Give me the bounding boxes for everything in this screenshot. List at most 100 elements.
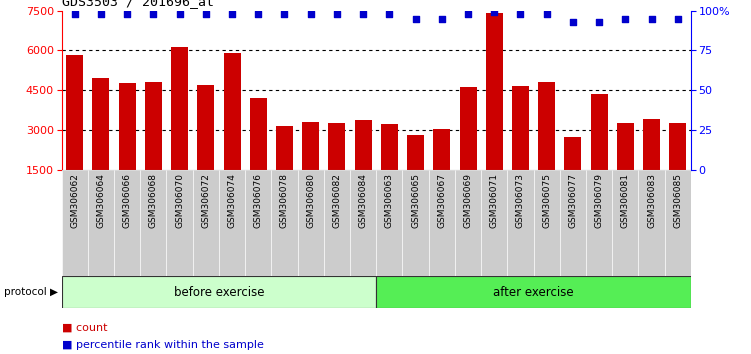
Text: GSM306083: GSM306083 bbox=[647, 173, 656, 228]
Bar bbox=[508, 170, 533, 276]
Bar bbox=[66, 55, 83, 210]
Point bbox=[488, 9, 500, 15]
Text: GSM306067: GSM306067 bbox=[437, 173, 446, 228]
Text: GSM306071: GSM306071 bbox=[490, 173, 499, 228]
Bar bbox=[403, 170, 429, 276]
Bar bbox=[643, 119, 660, 210]
Bar bbox=[534, 170, 559, 276]
Text: GSM306082: GSM306082 bbox=[333, 173, 342, 228]
Text: GSM306068: GSM306068 bbox=[149, 173, 158, 228]
Point bbox=[672, 16, 684, 21]
Point bbox=[331, 11, 343, 17]
Point bbox=[200, 11, 212, 17]
Text: GSM306084: GSM306084 bbox=[359, 173, 368, 228]
Point bbox=[357, 11, 369, 17]
Point bbox=[514, 11, 526, 17]
Bar bbox=[92, 78, 110, 210]
Point bbox=[593, 19, 605, 24]
Bar bbox=[350, 170, 376, 276]
Point bbox=[226, 11, 238, 17]
Text: protocol ▶: protocol ▶ bbox=[4, 287, 58, 297]
Bar bbox=[407, 135, 424, 210]
Text: GSM306066: GSM306066 bbox=[122, 173, 131, 228]
Text: GSM306081: GSM306081 bbox=[621, 173, 630, 228]
Point bbox=[462, 11, 474, 17]
Text: GSM306063: GSM306063 bbox=[385, 173, 394, 228]
Text: GSM306072: GSM306072 bbox=[201, 173, 210, 228]
Bar bbox=[586, 170, 612, 276]
Point bbox=[305, 11, 317, 17]
Point bbox=[436, 16, 448, 21]
Bar bbox=[302, 122, 319, 210]
Point bbox=[252, 11, 264, 17]
Bar bbox=[219, 170, 245, 276]
Bar bbox=[612, 170, 638, 276]
Text: GSM306077: GSM306077 bbox=[569, 173, 578, 228]
Text: GSM306073: GSM306073 bbox=[516, 173, 525, 228]
Text: GSM306076: GSM306076 bbox=[254, 173, 263, 228]
Text: GSM306070: GSM306070 bbox=[175, 173, 184, 228]
Bar bbox=[565, 137, 581, 210]
Bar bbox=[224, 52, 240, 210]
Bar bbox=[376, 170, 403, 276]
Text: GSM306080: GSM306080 bbox=[306, 173, 315, 228]
Bar bbox=[481, 170, 508, 276]
Bar bbox=[433, 129, 451, 210]
Point bbox=[95, 11, 107, 17]
Text: before exercise: before exercise bbox=[173, 286, 264, 298]
Bar bbox=[245, 170, 271, 276]
Text: ■ count: ■ count bbox=[62, 322, 107, 332]
Bar bbox=[512, 86, 529, 210]
Bar bbox=[145, 82, 162, 210]
Bar bbox=[119, 83, 136, 210]
Text: GSM306075: GSM306075 bbox=[542, 173, 551, 228]
Text: GSM306074: GSM306074 bbox=[228, 173, 237, 228]
Point bbox=[279, 11, 291, 17]
Text: GDS3503 / 201696_at: GDS3503 / 201696_at bbox=[62, 0, 213, 8]
Bar bbox=[638, 170, 665, 276]
Bar bbox=[167, 170, 193, 276]
Bar bbox=[381, 124, 398, 210]
Bar bbox=[328, 123, 345, 210]
Bar bbox=[198, 85, 214, 210]
Bar bbox=[276, 126, 293, 210]
Bar bbox=[88, 170, 114, 276]
Text: GSM306065: GSM306065 bbox=[411, 173, 420, 228]
Point bbox=[409, 16, 421, 21]
Text: GSM306078: GSM306078 bbox=[280, 173, 289, 228]
Bar bbox=[324, 170, 350, 276]
Bar bbox=[62, 276, 376, 308]
Point bbox=[620, 16, 632, 21]
Bar bbox=[171, 47, 188, 210]
Text: GSM306062: GSM306062 bbox=[70, 173, 79, 228]
Bar bbox=[486, 13, 502, 210]
Bar bbox=[354, 120, 372, 210]
Text: after exercise: after exercise bbox=[493, 286, 574, 298]
Text: ■ percentile rank within the sample: ■ percentile rank within the sample bbox=[62, 340, 264, 350]
Text: GSM306079: GSM306079 bbox=[595, 173, 604, 228]
Bar bbox=[665, 170, 691, 276]
Bar bbox=[193, 170, 219, 276]
Bar bbox=[114, 170, 140, 276]
Bar bbox=[140, 170, 167, 276]
Point bbox=[567, 19, 579, 24]
Bar bbox=[62, 170, 88, 276]
Point bbox=[541, 11, 553, 17]
Bar bbox=[538, 82, 555, 210]
Bar bbox=[590, 94, 608, 210]
Bar bbox=[271, 170, 297, 276]
Text: GSM306064: GSM306064 bbox=[96, 173, 105, 228]
Point bbox=[173, 11, 185, 17]
Text: GSM306085: GSM306085 bbox=[674, 173, 683, 228]
Point bbox=[121, 11, 133, 17]
Point bbox=[383, 11, 395, 17]
Bar bbox=[455, 170, 481, 276]
Bar bbox=[250, 98, 267, 210]
Bar bbox=[617, 123, 634, 210]
Bar bbox=[376, 276, 691, 308]
Text: GSM306069: GSM306069 bbox=[463, 173, 472, 228]
Bar bbox=[669, 123, 686, 210]
Point bbox=[68, 11, 80, 17]
Point bbox=[147, 11, 159, 17]
Bar bbox=[429, 170, 455, 276]
